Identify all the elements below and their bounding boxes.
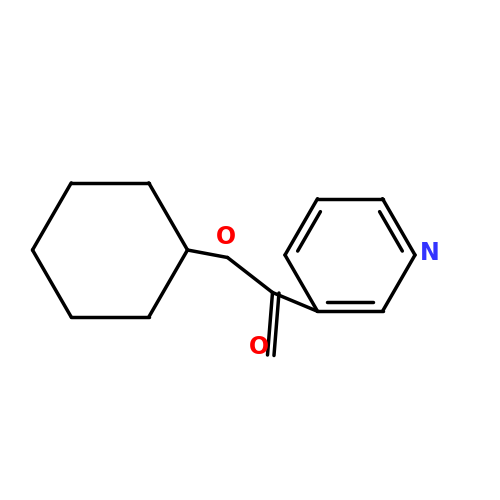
Text: O: O	[216, 226, 236, 250]
Text: O: O	[248, 336, 268, 359]
Text: N: N	[420, 240, 440, 264]
